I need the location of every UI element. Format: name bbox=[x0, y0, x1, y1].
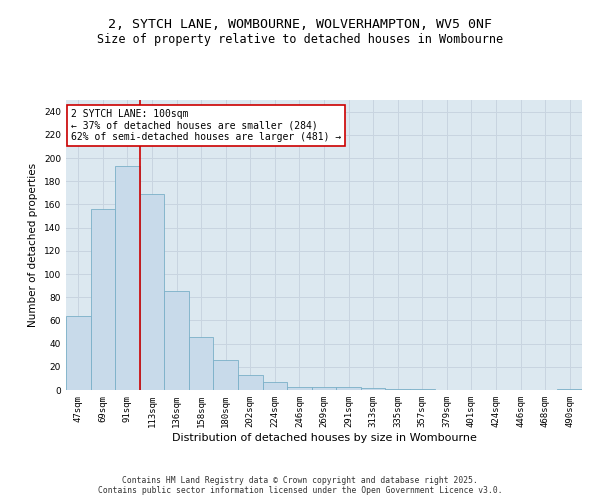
Text: 2 SYTCH LANE: 100sqm
← 37% of detached houses are smaller (284)
62% of semi-deta: 2 SYTCH LANE: 100sqm ← 37% of detached h… bbox=[71, 108, 341, 142]
Bar bbox=[312, 386, 336, 390]
Bar bbox=[361, 388, 385, 390]
Text: Size of property relative to detached houses in Wombourne: Size of property relative to detached ho… bbox=[97, 32, 503, 46]
Bar bbox=[214, 360, 238, 390]
Bar bbox=[557, 389, 582, 390]
Text: 2, SYTCH LANE, WOMBOURNE, WOLVERHAMPTON, WV5 0NF: 2, SYTCH LANE, WOMBOURNE, WOLVERHAMPTON,… bbox=[108, 18, 492, 30]
Bar bbox=[115, 166, 140, 390]
Y-axis label: Number of detached properties: Number of detached properties bbox=[28, 163, 38, 327]
Bar bbox=[140, 194, 164, 390]
Bar bbox=[66, 316, 91, 390]
Bar bbox=[263, 382, 287, 390]
Bar bbox=[164, 292, 189, 390]
Bar bbox=[238, 375, 263, 390]
Bar bbox=[410, 389, 434, 390]
Bar bbox=[189, 336, 214, 390]
Bar bbox=[91, 209, 115, 390]
Bar bbox=[336, 386, 361, 390]
Text: Contains HM Land Registry data © Crown copyright and database right 2025.
Contai: Contains HM Land Registry data © Crown c… bbox=[98, 476, 502, 495]
X-axis label: Distribution of detached houses by size in Wombourne: Distribution of detached houses by size … bbox=[172, 432, 476, 442]
Bar bbox=[287, 386, 312, 390]
Bar bbox=[385, 389, 410, 390]
